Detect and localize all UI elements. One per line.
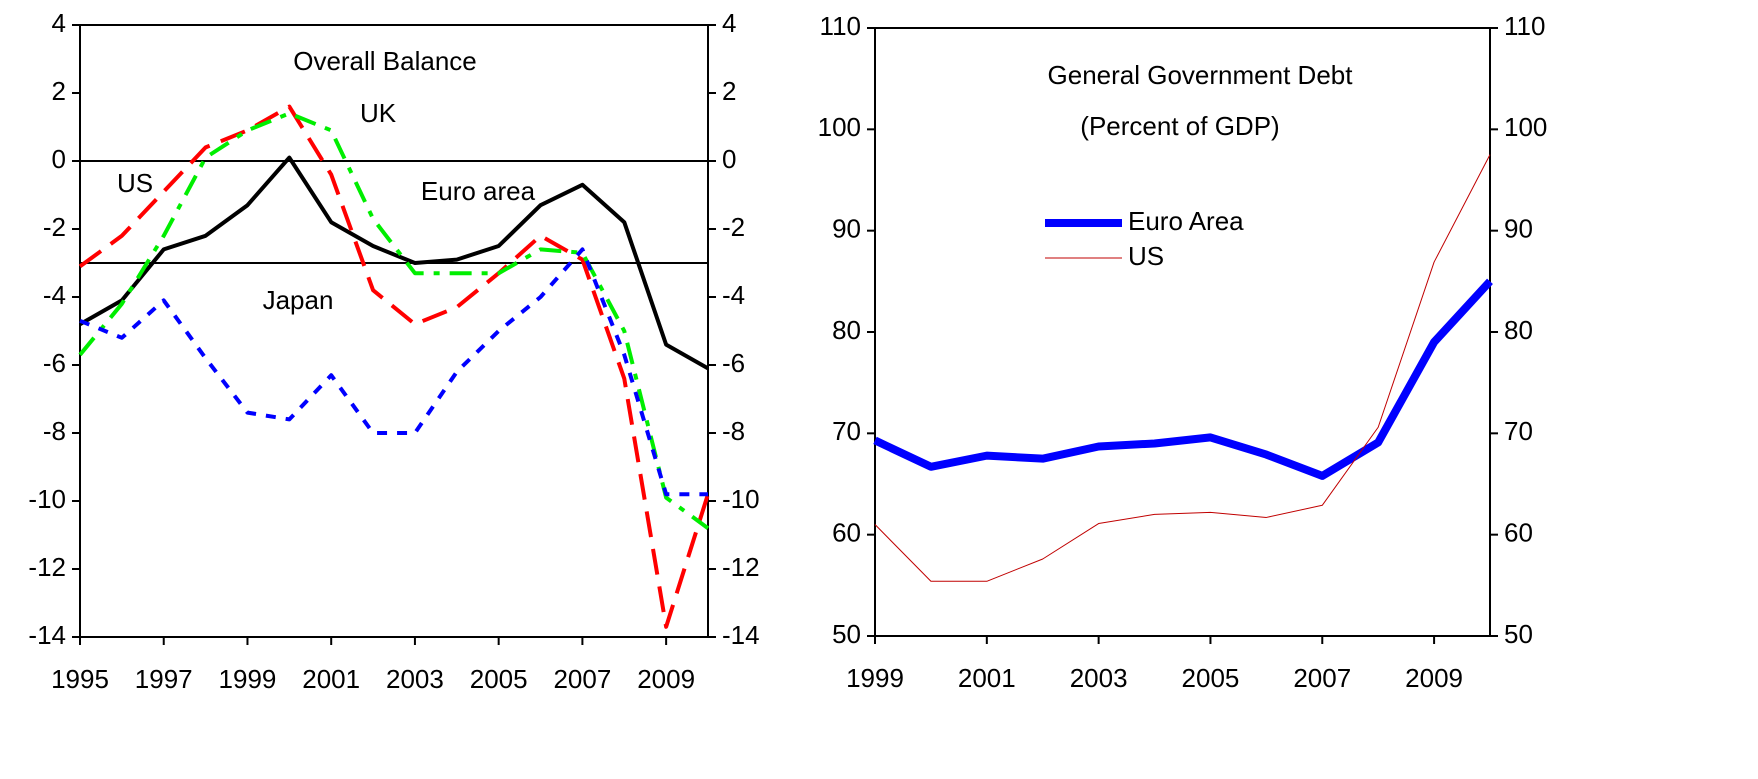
x-tick-label: 2001 — [958, 663, 1016, 693]
x-tick-label: 1999 — [846, 663, 904, 693]
plot-frame — [79, 24, 709, 638]
series-label: Euro area — [421, 176, 536, 206]
y-tick-label: 4 — [52, 8, 66, 38]
y-tick-label: 70 — [832, 416, 861, 446]
series-line — [79, 155, 709, 371]
y-tick-label: -2 — [43, 212, 66, 242]
legend-label: US — [1128, 241, 1164, 271]
series-label: US — [117, 168, 153, 198]
y2-tick-label: 50 — [1504, 619, 1533, 649]
x-tick-label: 1997 — [135, 664, 193, 694]
chart-subtitle: (Percent of GDP) — [1080, 111, 1279, 141]
y2-tick-label: 100 — [1504, 112, 1547, 142]
y2-tick-label: -4 — [722, 280, 745, 310]
y2-tick-label: -2 — [722, 212, 745, 242]
y-tick-label: 50 — [832, 619, 861, 649]
y2-tick-label: 0 — [722, 144, 736, 174]
y-tick-label: 100 — [818, 112, 861, 142]
y2-tick-label: 80 — [1504, 315, 1533, 345]
series-line — [78, 111, 710, 530]
series-label: Japan — [263, 285, 334, 315]
y-tick-label: -6 — [43, 348, 66, 378]
y-tick-label: 110 — [820, 11, 861, 41]
y2-tick-label: -10 — [722, 484, 760, 514]
y2-tick-label: -14 — [722, 620, 760, 650]
y2-tick-label: 90 — [1504, 214, 1533, 244]
y-tick-label: -12 — [28, 552, 66, 582]
legend-label: Euro Area — [1128, 206, 1244, 236]
x-tick-label: 2003 — [1070, 663, 1128, 693]
y2-tick-label: 70 — [1504, 416, 1533, 446]
series-line — [873, 278, 1493, 480]
y2-tick-label: 110 — [1504, 11, 1545, 41]
chart-title: General Government Debt — [1048, 60, 1354, 90]
series-line — [874, 154, 1491, 582]
x-tick-label: 2009 — [637, 664, 695, 694]
x-tick-label: 2009 — [1405, 663, 1463, 693]
y-tick-label: -8 — [43, 416, 66, 446]
y2-tick-label: 2 — [722, 76, 736, 106]
x-tick-label: 2001 — [302, 664, 360, 694]
x-tick-label: 1999 — [219, 664, 277, 694]
series-label: UK — [360, 98, 397, 128]
y2-tick-label: -12 — [722, 552, 760, 582]
y-tick-label: 90 — [832, 214, 861, 244]
x-tick-label: 2007 — [553, 664, 611, 694]
series-line — [79, 247, 708, 497]
y-tick-label: -14 — [28, 620, 66, 650]
y-tick-label: -4 — [43, 280, 66, 310]
y-tick-label: 0 — [52, 144, 66, 174]
x-tick-label: 1995 — [51, 664, 109, 694]
y2-tick-label: -6 — [722, 348, 745, 378]
y2-tick-label: 4 — [722, 8, 736, 38]
chart-title: Overall Balance — [293, 46, 477, 76]
y-tick-label: 80 — [832, 315, 861, 345]
x-tick-label: 2003 — [386, 664, 444, 694]
x-tick-label: 2005 — [1182, 663, 1240, 693]
x-tick-label: 2005 — [470, 664, 528, 694]
y-tick-label: 60 — [832, 518, 861, 548]
y-tick-label: -10 — [28, 484, 66, 514]
y2-tick-label: 60 — [1504, 518, 1533, 548]
y-tick-label: 2 — [52, 76, 66, 106]
series-line — [78, 104, 710, 629]
y2-tick-label: -8 — [722, 416, 745, 446]
x-tick-label: 2007 — [1293, 663, 1351, 693]
